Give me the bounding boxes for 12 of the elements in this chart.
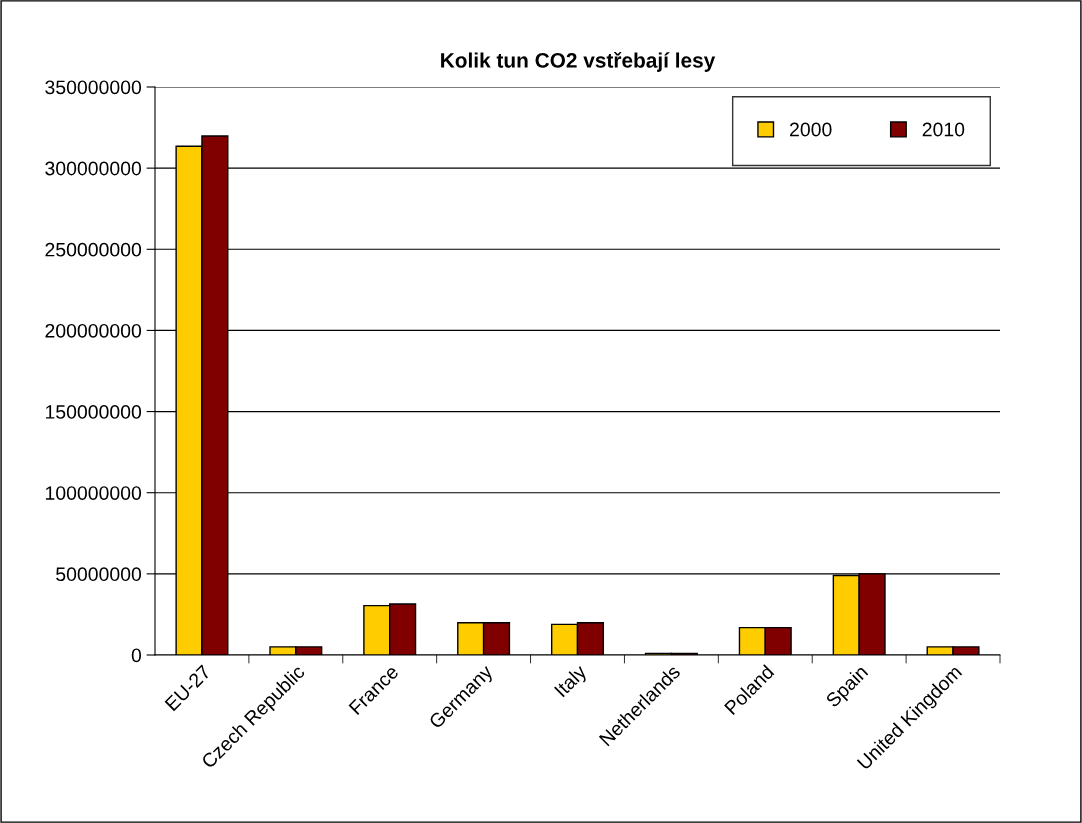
y-tick-label: 250000000: [45, 242, 142, 257]
legend-label: 2000: [790, 122, 832, 137]
y-tick-label: 150000000: [45, 405, 142, 419]
y-tick-label: 0: [131, 648, 142, 663]
chart-title: Kolik tun CO2 vstřebají lesy: [441, 52, 716, 72]
y-tick-label: 350000000: [45, 80, 142, 95]
y-tick-label: 50000000: [56, 567, 142, 582]
legend-label: 2010: [922, 122, 965, 137]
y-tick-label: 200000000: [45, 323, 142, 338]
y-tick-label: 100000000: [45, 486, 142, 500]
x-tick-label: Italy: [553, 663, 591, 701]
y-tick-label: 300000000: [45, 161, 142, 176]
